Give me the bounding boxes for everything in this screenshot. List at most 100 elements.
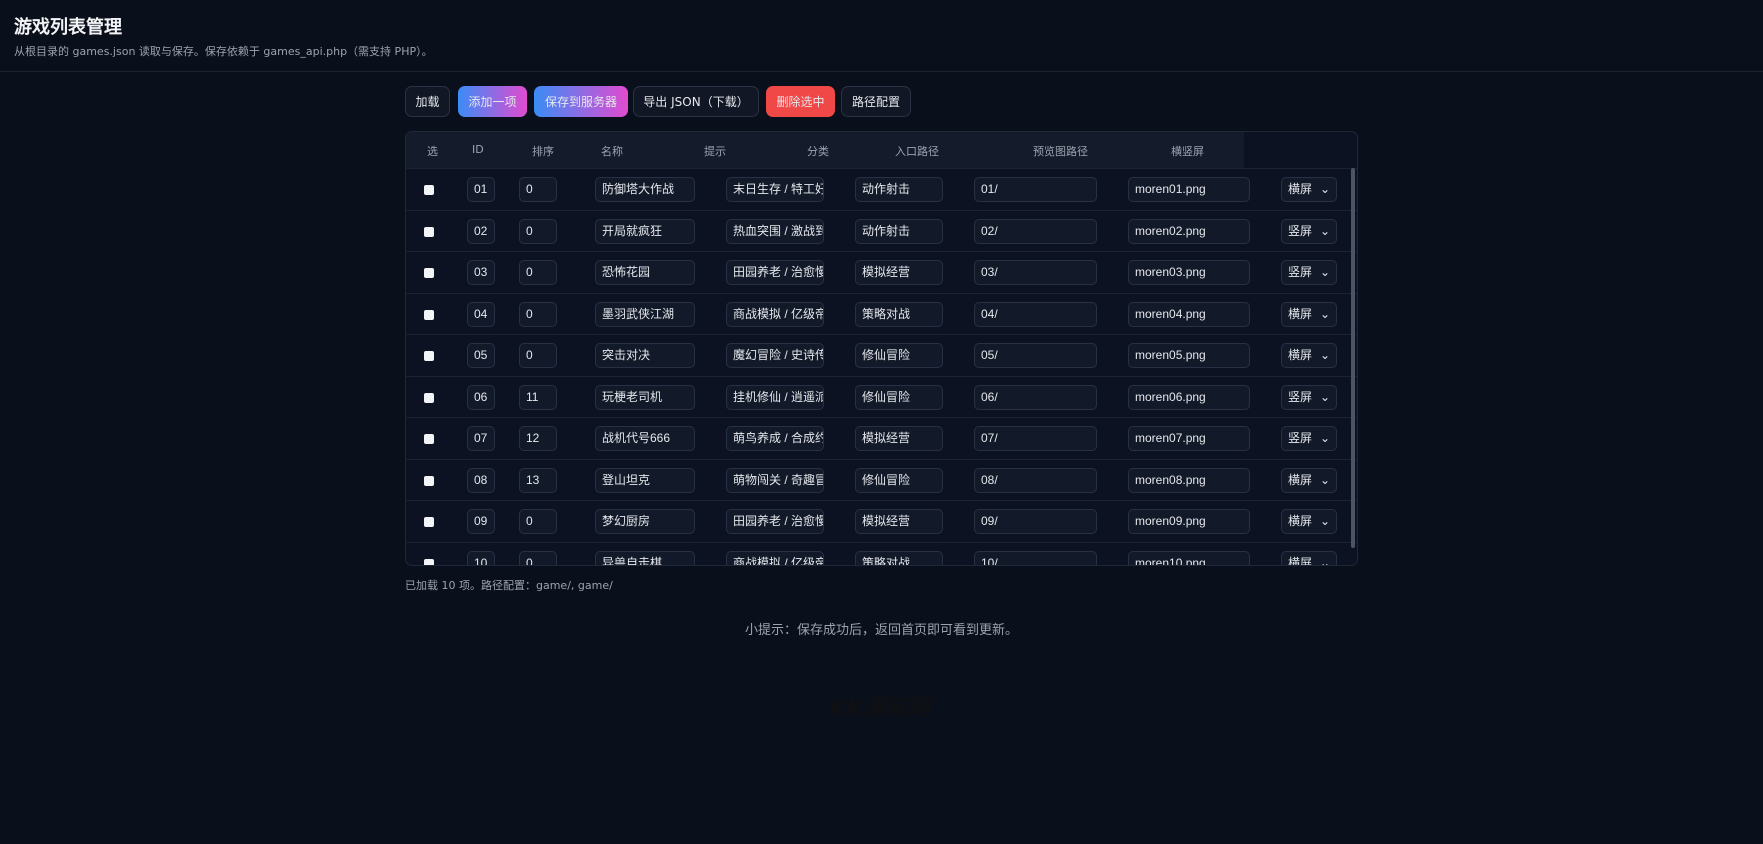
table-scrollbar[interactable] — [1351, 168, 1355, 548]
entry-path-input[interactable]: 06/ — [974, 384, 1097, 410]
id-input[interactable]: 09 — [467, 509, 495, 534]
name-input[interactable]: 登山坦克 — [595, 467, 695, 493]
id-input[interactable]: 01 — [467, 177, 495, 202]
id-input[interactable]: 05 — [467, 343, 495, 368]
preview-path-input[interactable]: moren07.png — [1128, 426, 1250, 451]
header-divider — [0, 71, 1763, 72]
preview-path-input[interactable]: moren03.png — [1128, 260, 1250, 285]
name-input[interactable]: 突击对决 — [595, 343, 695, 368]
orientation-value: 竖屏 — [1288, 389, 1313, 404]
sort-input[interactable]: 11 — [519, 384, 557, 410]
entry-path-input[interactable]: 04/ — [974, 301, 1097, 327]
name-input[interactable]: 异兽自走棋 — [595, 550, 695, 565]
category-input[interactable]: 动作射击 — [855, 218, 943, 244]
row-checkbox[interactable] — [424, 351, 434, 361]
entry-path-input[interactable]: 05/ — [974, 343, 1097, 368]
entry-path-input[interactable]: 03/ — [974, 260, 1097, 285]
entry-path-input[interactable]: 01/ — [974, 177, 1097, 202]
category-input[interactable]: 动作射击 — [855, 177, 943, 202]
name-input[interactable]: 开局就疯狂 — [595, 218, 695, 244]
name-input[interactable]: 梦幻厨房 — [595, 509, 695, 534]
id-input[interactable]: 10 — [467, 550, 495, 565]
id-input[interactable]: 02 — [467, 218, 495, 244]
sort-input[interactable]: 0 — [519, 260, 557, 285]
hint-input[interactable]: 萌鸟养成 / 合成约 — [726, 426, 824, 451]
orientation-select[interactable]: 竖屏 ⌄ — [1281, 384, 1337, 410]
hint-input[interactable]: 田园养老 / 治愈慢 — [726, 509, 824, 534]
hint-input[interactable]: 萌物闯关 / 奇趣冒 — [726, 467, 824, 493]
name-input[interactable]: 战机代号666 — [595, 426, 695, 451]
category-input[interactable]: 策略对战 — [855, 301, 943, 327]
load-button[interactable]: 加载 — [405, 86, 450, 117]
id-input[interactable]: 03 — [467, 260, 495, 285]
row-checkbox[interactable] — [424, 226, 434, 237]
category-input[interactable]: 修仙冒险 — [855, 343, 943, 368]
orientation-select[interactable]: 竖屏 ⌄ — [1281, 218, 1337, 244]
orientation-select[interactable]: 竖屏 ⌄ — [1281, 426, 1337, 451]
entry-path-input[interactable]: 08/ — [974, 467, 1097, 493]
row-checkbox[interactable] — [424, 475, 434, 486]
hint-input[interactable]: 末日生存 / 特工好 — [726, 177, 824, 202]
path-config-button[interactable]: 路径配置 — [841, 86, 911, 117]
preview-path-input[interactable]: moren04.png — [1128, 301, 1250, 327]
sort-input[interactable]: 12 — [519, 426, 557, 451]
delete-selected-button[interactable]: 删除选中 — [766, 86, 835, 117]
name-input[interactable]: 墨羽武侠江湖 — [595, 301, 695, 327]
sort-input[interactable]: 0 — [519, 343, 557, 368]
row-checkbox[interactable] — [424, 309, 434, 320]
preview-path-input[interactable]: moren08.png — [1128, 467, 1250, 493]
category-input[interactable]: 模拟经营 — [855, 509, 943, 534]
export-json-button[interactable]: 导出 JSON（下载） — [633, 86, 759, 117]
row-checkbox[interactable] — [424, 434, 434, 444]
orientation-select[interactable]: 横屏 ⌄ — [1281, 177, 1337, 202]
sort-input[interactable]: 13 — [519, 467, 557, 493]
id-input[interactable]: 07 — [467, 426, 495, 451]
preview-path-input[interactable]: moren09.png — [1128, 509, 1250, 534]
preview-path-input[interactable]: moren10.png — [1128, 550, 1250, 565]
category-input[interactable]: 模拟经营 — [855, 260, 943, 285]
hint-input[interactable]: 魔幻冒险 / 史诗传 — [726, 343, 824, 368]
row-checkbox[interactable] — [424, 392, 434, 403]
sort-input[interactable]: 0 — [519, 218, 557, 244]
id-input[interactable]: 08 — [467, 467, 495, 493]
row-checkbox[interactable] — [424, 558, 434, 565]
add-item-button[interactable]: 添加一项 — [458, 86, 527, 117]
hint-input[interactable]: 挂机修仙 / 逍遥派 — [726, 384, 824, 410]
preview-path-input[interactable]: moren02.png — [1128, 218, 1250, 244]
row-checkbox[interactable] — [424, 268, 434, 278]
hint-input[interactable]: 商战模拟 / 亿级帝 — [726, 301, 824, 327]
entry-path-input[interactable]: 07/ — [974, 426, 1097, 451]
category-input[interactable]: 策略对战 — [855, 550, 943, 565]
sort-input[interactable]: 0 — [519, 301, 557, 327]
id-input[interactable]: 04 — [467, 301, 495, 327]
row-checkbox[interactable] — [424, 517, 434, 527]
sort-input[interactable]: 0 — [519, 509, 557, 534]
orientation-select[interactable]: 横屏 ⌄ — [1281, 343, 1337, 368]
name-input[interactable]: 恐怖花园 — [595, 260, 695, 285]
orientation-select[interactable]: 横屏 ⌄ — [1281, 509, 1337, 534]
category-input[interactable]: 模拟经营 — [855, 426, 943, 451]
entry-path-input[interactable]: 02/ — [974, 218, 1097, 244]
id-input[interactable]: 06 — [467, 384, 495, 410]
orientation-select[interactable]: 横屏 ⌄ — [1281, 550, 1337, 565]
category-input[interactable]: 修仙冒险 — [855, 384, 943, 410]
preview-path-input[interactable]: moren05.png — [1128, 343, 1250, 368]
sort-input[interactable]: 0 — [519, 177, 557, 202]
orientation-select[interactable]: 横屏 ⌄ — [1281, 467, 1337, 493]
preview-path-input[interactable]: moren06.png — [1128, 384, 1250, 410]
sort-input[interactable]: 0 — [519, 550, 557, 565]
entry-path-input[interactable]: 10/ — [974, 550, 1097, 565]
hint-input[interactable]: 商战模拟 / 亿级帝 — [726, 550, 824, 565]
preview-path-input[interactable]: moren01.png — [1128, 177, 1250, 202]
name-input[interactable]: 玩梗老司机 — [595, 384, 695, 410]
save-to-server-button[interactable]: 保存到服务器 — [534, 86, 628, 117]
hint-input[interactable]: 热血突围 / 激战到 — [726, 218, 824, 244]
category-input[interactable]: 修仙冒险 — [855, 467, 943, 493]
row-checkbox[interactable] — [424, 185, 434, 195]
hint-input[interactable]: 田园养老 / 治愈慢 — [726, 260, 824, 285]
orientation-select[interactable]: 竖屏 ⌄ — [1281, 260, 1337, 285]
col-orientation: 横竖屏 — [1171, 145, 1204, 158]
orientation-select[interactable]: 横屏 ⌄ — [1281, 301, 1337, 327]
name-input[interactable]: 防御塔大作战 — [595, 177, 695, 202]
entry-path-input[interactable]: 09/ — [974, 509, 1097, 534]
